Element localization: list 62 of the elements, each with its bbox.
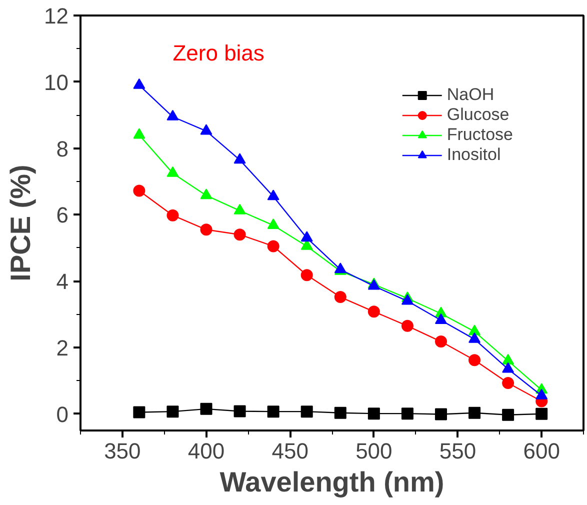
point [300,269,313,282]
point [200,124,212,135]
point [200,402,212,415]
y-tick-label: 10 [44,70,69,95]
legend-label: NaOH [446,85,494,105]
point [468,354,481,366]
point [368,306,380,318]
y-axis-title: IPCE (%) [5,164,36,282]
x-tick-label: 350 [104,438,141,464]
point [502,377,514,390]
point [401,294,414,305]
point [166,406,179,418]
y-tick-label: 4 [56,269,69,294]
legend-label: Glucose [446,105,510,125]
point [502,362,514,373]
point [133,128,146,139]
point [267,190,280,200]
point [401,320,414,332]
point [133,78,146,89]
legend-label: Fructose [446,125,513,145]
point [502,354,514,364]
x-tick-label: 550 [439,438,476,464]
point [368,408,380,420]
y-tick-label: 12 [44,4,69,28]
point [334,406,346,419]
point [267,218,280,229]
point [200,224,212,236]
point [401,408,414,420]
point [133,184,146,197]
point [234,405,246,418]
point [234,228,246,241]
x-axis-title: Wavelength (nm) [220,466,444,498]
y-tick-label: 0 [56,402,69,427]
point [133,406,146,418]
x-tick-label: 400 [188,438,225,464]
annotation: Zero bias [172,40,264,66]
point [434,313,447,324]
point [166,110,179,120]
point [300,406,313,418]
point [468,406,481,419]
point [267,406,280,418]
x-tick-label: 600 [523,438,560,464]
point [468,332,481,343]
point [234,153,246,164]
point [502,408,514,421]
point [166,166,179,177]
point [234,204,246,214]
point [536,408,548,420]
point [267,240,280,252]
y-tick-label: 6 [56,202,69,228]
y-tick-label: 2 [56,336,69,360]
point [536,388,548,400]
y-tick-label: 8 [56,136,69,162]
point [434,408,447,420]
legend-label: Inositol [446,145,501,165]
point [166,209,179,222]
point [434,336,447,348]
x-tick-label: 500 [356,438,392,464]
point [334,291,346,304]
x-tick-label: 450 [272,438,308,464]
point [200,188,212,200]
point [300,231,313,242]
